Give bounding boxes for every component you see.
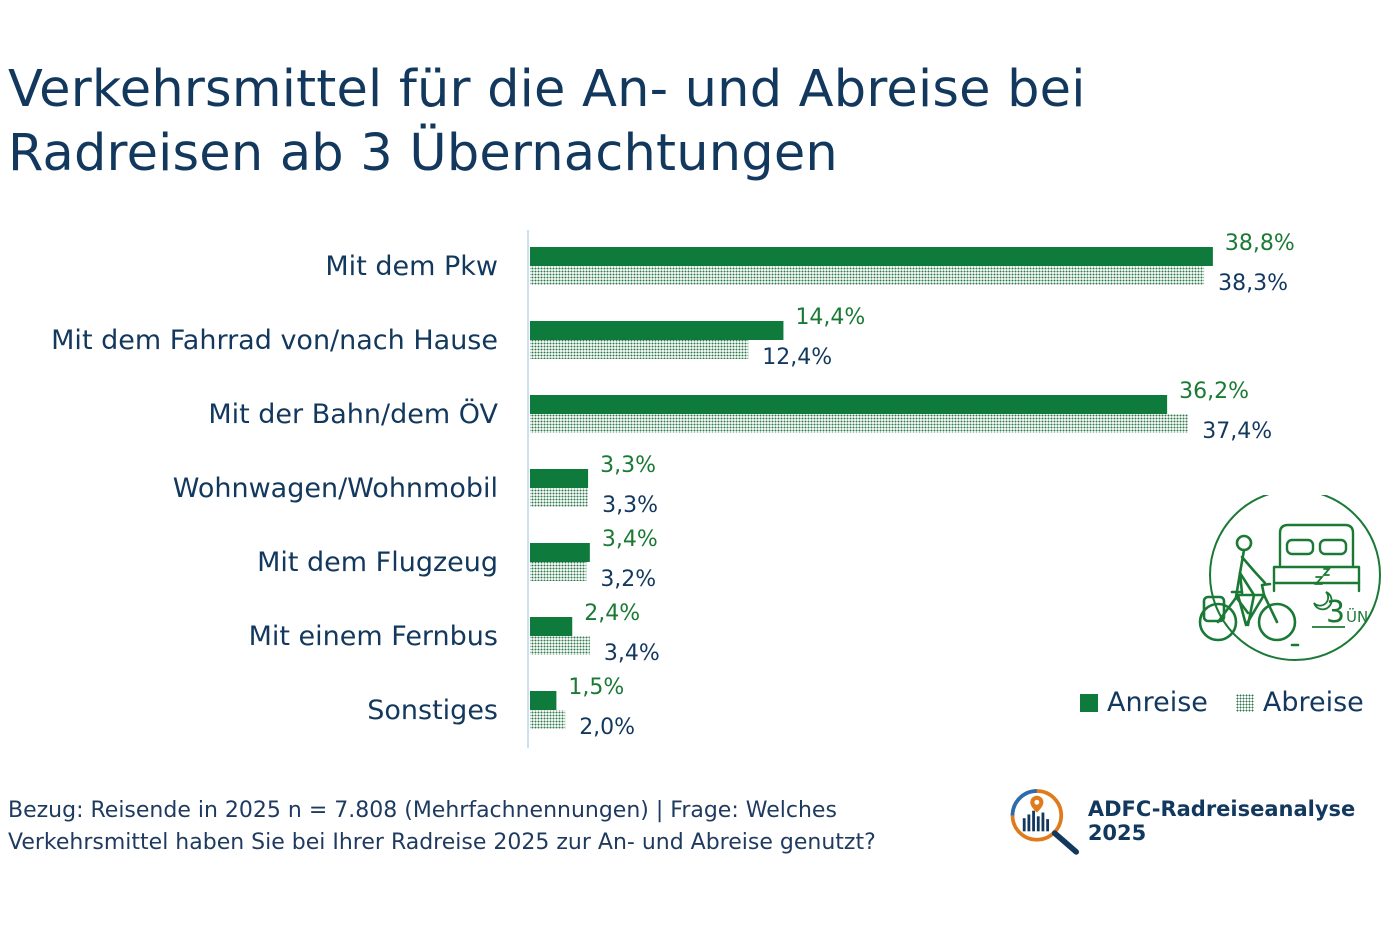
legend-swatch-anreise	[1080, 693, 1098, 712]
footnote-line-2: Verkehrsmittel haben Sie bei Ihrer Radre…	[8, 830, 876, 855]
data-label-anreise: 36,2%	[1179, 379, 1249, 404]
category-label: Mit einem Fernbus	[249, 621, 498, 652]
bar-anreise	[530, 321, 784, 340]
data-label-abreise: 3,4%	[604, 641, 660, 666]
title-line-2: Radreisen ab 3 Übernachtungen	[8, 124, 838, 183]
cyclist-bed-icon: 3 ÜN	[1190, 489, 1390, 670]
data-label-abreise: 38,3%	[1218, 271, 1288, 296]
bar-abreise	[530, 266, 1205, 285]
bar-abreise	[530, 414, 1189, 433]
title-line-1: Verkehrsmittel für die An- und Abreise b…	[8, 60, 1086, 119]
category-label: Mit der Bahn/dem ÖV	[208, 398, 498, 430]
legend-label-abreise: Abreise	[1262, 687, 1364, 718]
data-label-anreise: 1,5%	[568, 675, 624, 700]
data-label-anreise: 14,4%	[795, 305, 865, 330]
bar-abreise	[530, 710, 566, 729]
category-label: Mit dem Fahrrad von/nach Hause	[51, 325, 498, 356]
category-label: Wohnwagen/Wohnmobil	[173, 473, 498, 504]
category-label: Sonstiges	[367, 695, 498, 726]
brand-name: ADFC-Radreiseanalyse 2025	[1087, 797, 1356, 845]
legend-swatch-abreise	[1235, 693, 1254, 712]
data-label-anreise: 2,4%	[584, 601, 640, 626]
bar-anreise	[530, 469, 589, 488]
data-label-anreise: 38,8%	[1225, 231, 1295, 256]
category-label: Mit dem Pkw	[325, 251, 498, 282]
legend-label-anreise: Anreise	[1107, 687, 1208, 718]
magnifier-chart-icon	[1010, 789, 1080, 855]
data-label-anreise: 3,4%	[602, 527, 658, 552]
bar-anreise	[530, 691, 557, 710]
legend-item-abreise: Abreise	[1235, 687, 1364, 718]
data-label-abreise: 37,4%	[1202, 419, 1272, 444]
bar-abreise	[530, 488, 589, 507]
data-label-abreise: 3,3%	[602, 493, 658, 518]
legend: Anreise Abreise	[1080, 687, 1392, 718]
legend-item-anreise: Anreise	[1080, 687, 1208, 718]
nights-badge-number: 3	[1326, 595, 1345, 630]
footnote: Bezug: Reisende in 2025 n = 7.808 (Mehrf…	[8, 795, 876, 859]
data-label-abreise: 2,0%	[579, 715, 635, 740]
category-label: Mit dem Flugzeug	[257, 547, 498, 578]
brand-logo: ADFC-Radreiseanalyse 2025	[1005, 782, 1400, 860]
bar-abreise	[530, 562, 587, 581]
bar-abreise	[530, 340, 749, 359]
bar-anreise	[530, 247, 1213, 266]
nights-badge-unit: ÜN	[1346, 607, 1368, 626]
bar-anreise	[530, 395, 1168, 414]
bar-abreise	[530, 636, 590, 655]
bar-anreise	[530, 617, 573, 636]
chart-title: Verkehrsmittel für die An- und Abreise b…	[8, 58, 1308, 186]
data-label-anreise: 3,3%	[600, 453, 656, 478]
data-label-abreise: 3,2%	[600, 567, 656, 592]
data-label-abreise: 12,4%	[762, 345, 832, 370]
footnote-line-1: Bezug: Reisende in 2025 n = 7.808 (Mehrf…	[8, 798, 837, 823]
bar-anreise	[530, 543, 590, 562]
